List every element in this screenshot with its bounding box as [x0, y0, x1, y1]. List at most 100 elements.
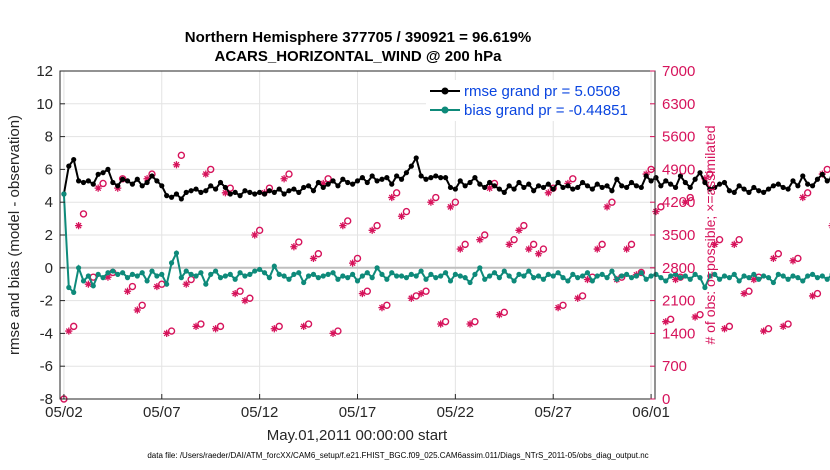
bias-point: [320, 273, 326, 279]
possible-obs-point: [138, 301, 146, 309]
bias-point: [761, 273, 767, 279]
bias-point: [579, 273, 586, 279]
bias-point: [345, 275, 351, 281]
bias-point: [643, 276, 649, 282]
rmse-point: [663, 178, 669, 184]
assimilated-obs-point: [730, 240, 738, 248]
possible-obs-point: [353, 254, 362, 263]
rmse-point: [697, 170, 703, 176]
bias-point: [188, 271, 194, 277]
possible-obs-point: [774, 250, 783, 258]
rmse-point: [487, 179, 493, 186]
bias-point: [756, 276, 762, 282]
assimilated-obs-point: [515, 226, 523, 234]
assimilated-obs-point: [652, 207, 660, 216]
bias-point: [217, 275, 224, 281]
bias-point: [741, 273, 747, 279]
assimilated-obs-point: [251, 231, 259, 239]
bias-point: [619, 273, 625, 279]
bias-point: [110, 268, 116, 274]
rmse-point: [712, 184, 718, 191]
rmse-point: [281, 191, 287, 197]
rmse-point: [707, 186, 713, 192]
bias-point: [340, 273, 346, 279]
rmse-point: [345, 179, 351, 186]
assimilated-obs-point: [740, 289, 748, 298]
rmse-point: [90, 181, 96, 187]
rmse-point: [408, 163, 414, 169]
bias-point: [599, 271, 605, 277]
possible-obs-point: [451, 198, 460, 206]
rmse-point: [71, 156, 77, 163]
bias-point: [785, 276, 791, 282]
assimilated-obs-point: [74, 222, 83, 230]
assimilated-obs-point: [202, 170, 210, 178]
possible-obs-point: [285, 170, 293, 178]
footer-data-file: data file: /Users/raeder/DAI/ATM_forcXX/…: [147, 451, 648, 460]
title-line-2: ACARS_HORIZONTAL_WIND @ 200 hPa: [215, 48, 503, 65]
bias-point: [692, 271, 698, 277]
rmse-point: [467, 179, 473, 186]
bias-point: [677, 275, 684, 281]
possible-obs-point: [207, 165, 215, 174]
bias-point: [325, 271, 331, 277]
bias-point: [565, 278, 571, 284]
bias-point: [408, 271, 414, 277]
bias-point: [149, 268, 155, 274]
rmse-point: [780, 184, 786, 191]
rmse-point: [643, 173, 649, 179]
bias-point: [66, 284, 72, 291]
bias-point: [374, 265, 380, 271]
bias-point: [286, 276, 292, 282]
y-right-tick-label: 4200: [662, 194, 695, 211]
assimilated-obs-point: [799, 193, 807, 202]
possible-obs-point: [295, 238, 303, 246]
assimilated-obs-point: [427, 198, 435, 206]
bias-point: [589, 278, 595, 284]
y-left-tick-label: 8: [45, 129, 53, 146]
bias-point: [208, 271, 214, 277]
bias-point: [780, 273, 786, 279]
assimilated-obs-point: [378, 304, 386, 312]
rmse-point: [222, 184, 228, 191]
rmse-point: [217, 179, 224, 186]
bias-point: [237, 270, 243, 276]
bias-point: [276, 271, 282, 277]
possible-obs-point: [569, 175, 577, 183]
x-tick-label: 06/01: [632, 404, 670, 421]
possible-obs-point: [314, 250, 323, 258]
bias-point: [257, 266, 263, 273]
bias-point: [252, 268, 258, 274]
y-right-tick-label: 7000: [662, 63, 695, 80]
rmse-point: [305, 183, 312, 189]
rmse-point: [418, 173, 424, 179]
bias-point: [668, 273, 674, 279]
rmse-point: [491, 183, 498, 189]
rmse-point: [428, 175, 434, 181]
bias-point: [496, 275, 502, 281]
title-line-1: Northern Hemisphere 377705 / 390921 = 96…: [185, 29, 531, 46]
bias-point: [168, 260, 175, 266]
bias-point: [354, 278, 361, 284]
rmse-point: [682, 179, 688, 186]
x-tick-label: 05/07: [143, 404, 181, 421]
rmse-point: [609, 188, 615, 194]
bias-point: [775, 271, 781, 277]
bias-point: [736, 278, 742, 284]
assimilated-obs-point: [182, 280, 190, 288]
assimilated-obs-point: [720, 325, 729, 333]
bias-point: [335, 276, 341, 282]
rmse-point: [819, 171, 825, 177]
bias-point: [315, 275, 321, 281]
bias-point: [628, 275, 635, 281]
bias-point: [281, 273, 287, 279]
possible-obs-point: [529, 240, 538, 249]
rmse-point: [105, 166, 111, 172]
bias-point: [178, 275, 184, 281]
assimilated-obs-point: [397, 212, 406, 220]
possible-obs-point: [706, 170, 714, 178]
bias-point: [203, 281, 209, 287]
x-tick-label: 05/27: [534, 404, 572, 421]
